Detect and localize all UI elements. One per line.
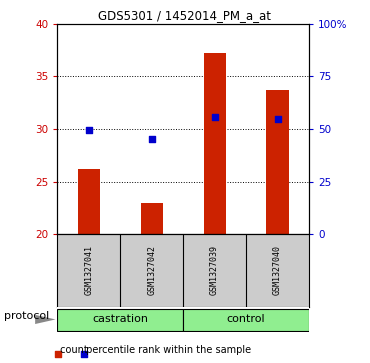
Bar <box>266 90 289 234</box>
Bar <box>57 309 183 331</box>
Text: GDS5301 / 1452014_PM_a_at: GDS5301 / 1452014_PM_a_at <box>98 9 272 22</box>
Bar <box>141 203 163 234</box>
Text: protocol: protocol <box>4 311 49 321</box>
Text: GSM1327039: GSM1327039 <box>210 245 219 295</box>
Text: percentile rank within the sample: percentile rank within the sample <box>83 345 251 355</box>
Bar <box>78 169 100 234</box>
Point <box>275 117 280 122</box>
Bar <box>183 309 309 331</box>
Point <box>86 127 92 133</box>
Point <box>212 114 218 120</box>
Text: GSM1327040: GSM1327040 <box>273 245 282 295</box>
Bar <box>204 53 226 234</box>
Polygon shape <box>35 315 56 324</box>
Text: castration: castration <box>92 314 148 324</box>
Text: GSM1327041: GSM1327041 <box>84 245 93 295</box>
Text: count: count <box>57 345 88 355</box>
Point <box>55 351 61 357</box>
Point <box>81 351 87 357</box>
Point <box>149 136 155 142</box>
Text: GSM1327042: GSM1327042 <box>147 245 156 295</box>
Text: control: control <box>227 314 265 324</box>
